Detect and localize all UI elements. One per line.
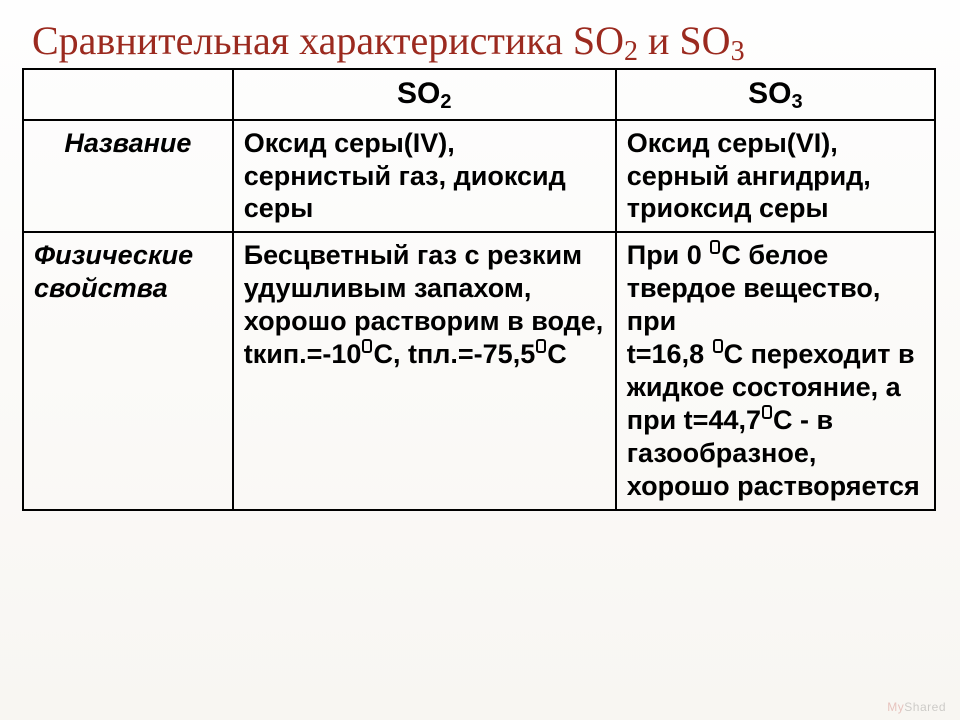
header-so3-sub: 3 [792,91,803,113]
phys-so2-part-c: С [547,339,567,369]
row-phys-so3: При 0 С белое твердое вещество, при t=16… [616,232,935,510]
watermark: MyShared [887,700,946,714]
watermark-a: My [887,700,904,714]
row-phys-so2: Бесцветный газ с резким удушливым запахо… [233,232,616,510]
header-empty [23,69,233,120]
header-so2-sub: 2 [440,91,451,113]
header-so2: SO2 [233,69,616,120]
row-name-so2: Оксид серы(IV), сернистый газ, диоксид с… [233,120,616,233]
row-name-so3: Оксид серы(VI), серный ангидрид, триокси… [616,120,935,233]
title-sub-2: 3 [731,36,745,67]
degree-icon [762,405,772,419]
header-so3-text: SO [748,77,791,110]
phys-so3-part-c: t=16,8 [627,339,712,369]
phys-so3-part-a: При 0 [627,240,710,270]
header-so3: SO3 [616,69,935,120]
title-sub-1: 2 [624,36,638,67]
table-row: Название Оксид серы(IV), сернистый газ, … [23,120,935,233]
degree-icon [710,240,720,254]
watermark-b: Shared [904,700,946,714]
table-header-row: SO2 SO3 [23,69,935,120]
table-row: Физические свойства Бесцветный газ с рез… [23,232,935,510]
header-so2-text: SO [397,77,440,110]
degree-icon [362,339,372,353]
comparison-table: SO2 SO3 Название Оксид серы(IV), сернист… [22,68,936,511]
title-text-2: и SO [638,18,731,63]
row-name-label: Название [23,120,233,233]
title-text-1: Сравнительная характеристика SO [32,18,624,63]
degree-icon [713,339,723,353]
phys-so2-part-b: С, tпл.=-75,5 [373,339,535,369]
row-phys-label: Физические свойства [23,232,233,510]
degree-icon [536,339,546,353]
slide-title: Сравнительная характеристика SO2 и SO3 [18,18,942,64]
